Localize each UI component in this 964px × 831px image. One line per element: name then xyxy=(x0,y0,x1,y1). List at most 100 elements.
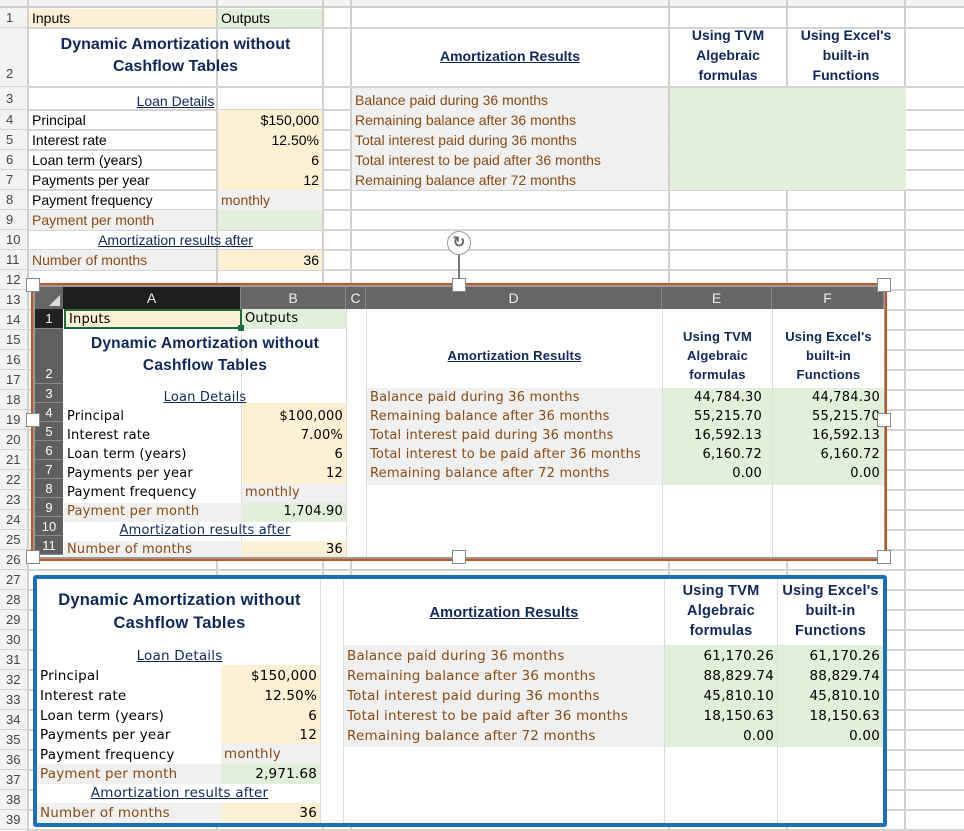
picture-input-range xyxy=(242,403,346,498)
linked-picture-2[interactable]: Dynamic Amortization without Cashflow Tab… xyxy=(33,575,887,827)
picture2-rate-value: 12.50% xyxy=(264,688,317,704)
picture2-ppm-value: 2,971.68 xyxy=(221,764,320,784)
row-header[interactable]: 37 xyxy=(0,770,27,790)
picture-tvm-header: Using TVM Algebraic formulas xyxy=(683,329,752,382)
row-header[interactable]: 6 xyxy=(0,150,27,170)
picture-col-a: A xyxy=(63,287,241,309)
resize-handle-left[interactable] xyxy=(26,413,40,427)
payments-per-year-label: Payments per year xyxy=(32,172,150,188)
payments-per-year-input[interactable]: 12 xyxy=(218,170,322,190)
row-header[interactable]: 22 xyxy=(0,470,27,490)
fill-handle[interactable] xyxy=(238,325,244,331)
picture-outputs-cell: Outputs xyxy=(242,309,346,329)
select-all-corner xyxy=(35,287,63,309)
loan-term-label: Loan term (years) xyxy=(32,152,143,168)
payment-per-month-label: Payment per month xyxy=(29,210,216,230)
loan-term-input[interactable]: 6 xyxy=(218,150,322,170)
row-header[interactable]: 39 xyxy=(0,810,27,830)
row-header[interactable]: 15 xyxy=(0,330,27,350)
results-after-heading[interactable]: Amortization results after xyxy=(98,232,253,248)
picture-row-4: 4 xyxy=(35,403,63,422)
picture2-freq-value: monthly xyxy=(221,744,320,764)
row-header[interactable]: 23 xyxy=(0,490,27,510)
row-header[interactable]: 25 xyxy=(0,530,27,550)
row-header[interactable]: 31 xyxy=(0,650,27,670)
picture2-tvm-values: 61,170.26 88,829.74 45,810.10 18,150.63 0.00 xyxy=(665,645,777,747)
payment-frequency-value[interactable]: monthly xyxy=(218,190,322,210)
row-header[interactable]: 32 xyxy=(0,670,27,690)
picture-inputs-cell[interactable]: Inputs xyxy=(64,309,242,329)
row-header[interactable]: 3 xyxy=(0,87,27,110)
linked-picture-1[interactable]: A B C D E F 1 2 3 4 5 6 7 8 9 10 11 Inpu… xyxy=(35,287,884,557)
outputs-label-cell[interactable]: Outputs xyxy=(218,9,322,27)
row-header[interactable]: 21 xyxy=(0,450,27,470)
row-header[interactable]: 28 xyxy=(0,590,27,610)
tvm-header[interactable]: Using TVM Algebraic formulas xyxy=(691,27,765,83)
row-header[interactable]: 18 xyxy=(0,390,27,410)
row-header[interactable]: 20 xyxy=(0,430,27,450)
row-header[interactable]: 10 xyxy=(0,230,27,250)
picture-excel-header: Using Excel's built-in Functions xyxy=(785,329,872,382)
row-header[interactable]: 8 xyxy=(0,190,27,210)
row-header[interactable]: 33 xyxy=(0,690,27,710)
picture-col-d: D xyxy=(366,287,662,309)
rotate-icon[interactable]: ↻ xyxy=(447,231,471,255)
sheet-title[interactable]: Dynamic Amortization without Cashflow Ta… xyxy=(29,34,322,84)
row-header[interactable]: 38 xyxy=(0,790,27,810)
inputs-label-cell[interactable]: Inputs xyxy=(29,9,216,27)
picture-ppm-label: Payment per month xyxy=(64,503,242,522)
picture2-amort-results-heading: Amortization Results xyxy=(429,605,579,621)
resize-handle-top-left[interactable] xyxy=(26,278,40,292)
row-header[interactable]: 30 xyxy=(0,630,27,650)
payment-per-month-output[interactable] xyxy=(218,210,322,230)
row-header[interactable]: 36 xyxy=(0,750,27,770)
picture-col-e: E xyxy=(662,287,772,309)
row-header[interactable]: 17 xyxy=(0,370,27,390)
row-header[interactable]: 24 xyxy=(0,510,27,530)
row-header[interactable]: 27 xyxy=(0,570,27,590)
picture2-title: Dynamic Amortization without Cashflow Tab… xyxy=(58,591,301,632)
row-header[interactable]: 4 xyxy=(0,110,27,130)
amortization-results-heading[interactable]: Amortization Results xyxy=(439,48,580,64)
row-header[interactable]: 9 xyxy=(0,210,27,230)
resize-handle-bottom-left[interactable] xyxy=(26,550,40,564)
principal-input[interactable]: $150,000 xyxy=(218,110,322,130)
row-header[interactable]: 19 xyxy=(0,410,27,430)
row-header[interactable]: 2 xyxy=(0,28,27,87)
title-line-1: Dynamic Amortization without xyxy=(60,36,291,53)
picture-ppy-label: Payments per year xyxy=(67,466,193,481)
resize-handle-bottom-right[interactable] xyxy=(877,550,891,564)
results-output-range[interactable] xyxy=(670,88,906,190)
picture-ppm-value: 1,704.90 xyxy=(242,503,346,522)
number-of-months-input[interactable]: 36 xyxy=(218,250,322,270)
row-header[interactable]: 13 xyxy=(0,290,27,310)
row-header[interactable]: 29 xyxy=(0,610,27,630)
row-header[interactable]: 14 xyxy=(0,310,27,330)
picture-row-9: 9 xyxy=(35,498,63,517)
title-line-2: Cashflow Tables xyxy=(112,58,239,75)
row-header[interactable]: 5 xyxy=(0,130,27,150)
payment-frequency-label: Payment frequency xyxy=(32,192,153,208)
excel-header[interactable]: Using Excel's built-in Functions xyxy=(800,27,892,83)
picture2-ppm-label: Payment per month xyxy=(37,764,221,784)
rotate-handle-stem xyxy=(458,254,460,278)
resize-handle-bottom[interactable] xyxy=(452,550,466,564)
picture-row-10: 10 xyxy=(35,517,63,536)
row-header[interactable]: 11 xyxy=(0,250,27,270)
row-header[interactable]: 34 xyxy=(0,710,27,730)
number-of-months-label: Number of months xyxy=(29,250,216,270)
resize-handle-right[interactable] xyxy=(877,413,891,427)
row-header[interactable]: 35 xyxy=(0,730,27,750)
resize-handle-top-right[interactable] xyxy=(877,278,891,292)
picture-col-f: F xyxy=(772,287,884,309)
loan-details-heading[interactable]: Loan Details xyxy=(136,93,215,109)
result-label: Balance paid during 36 months xyxy=(355,92,549,108)
resize-handle-top[interactable] xyxy=(452,278,466,292)
row-header[interactable]: 7 xyxy=(0,170,27,190)
interest-rate-input[interactable]: 12.50% xyxy=(218,130,322,150)
row-header[interactable]: 16 xyxy=(0,350,27,370)
row-header[interactable]: 26 xyxy=(0,550,27,570)
row-header[interactable]: 1 xyxy=(0,8,27,28)
result-labels: Balance paid during 36 months Remaining … xyxy=(352,88,668,190)
row-header[interactable]: 12 xyxy=(0,270,27,290)
